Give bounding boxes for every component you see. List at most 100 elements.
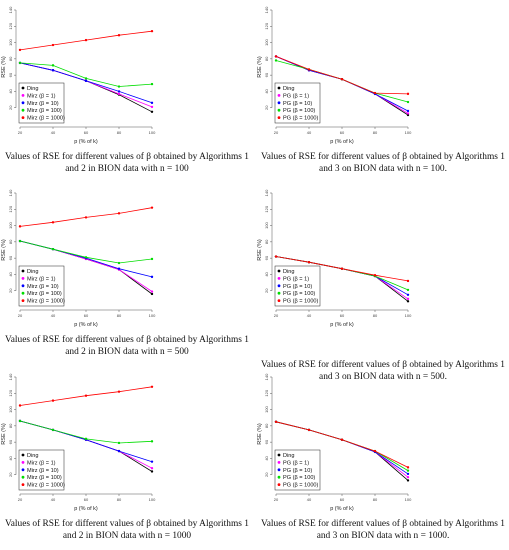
y-axis-label: RSE (%) [1, 423, 7, 445]
legend-marker [277, 116, 281, 119]
x-tick-label: 20 [18, 313, 23, 318]
figure-caption-6: Values of RSE for different values of β … [261, 519, 505, 541]
y-tick-label: 40 [8, 271, 13, 276]
data-point [51, 43, 55, 47]
legend-marker [277, 269, 281, 273]
legend-marker [277, 94, 281, 97]
legend-box [18, 265, 65, 307]
x-tick-label: 100 [149, 313, 156, 318]
legend-marker [277, 101, 281, 105]
legend-label: Mirz (β = 10) [27, 284, 59, 290]
x-tick-label: 100 [405, 313, 412, 318]
data-point [18, 404, 22, 407]
legend-label: Mirz (β = 100) [27, 475, 62, 481]
y-tick-label: 140 [8, 373, 13, 380]
legend-marker [21, 94, 25, 97]
y-tick-label: 60 [264, 439, 269, 444]
data-point [150, 460, 154, 463]
legend-label: Mirz (β = 100) [27, 108, 62, 114]
data-point [406, 279, 410, 283]
data-point [18, 61, 22, 65]
x-tick-label: 60 [340, 130, 345, 135]
legend-label: Ding [283, 453, 295, 459]
y-tick-label: 140 [8, 189, 13, 196]
y-axis-label: RSE (%) [257, 239, 263, 261]
data-point [274, 59, 278, 62]
line-chart-6: 20 40 60 80 100 120 140 20 40 60 80 100 p (% of k) RS… [257, 373, 412, 512]
legend-box [274, 82, 321, 124]
legend-marker [21, 483, 25, 486]
data-point [406, 475, 410, 479]
legend-label: PG (β = 100) [283, 475, 315, 481]
legend-label: Mirz (β = 100) [27, 291, 62, 297]
x-tick-label: 40 [307, 313, 312, 318]
legend-label: Ding [27, 269, 39, 275]
data-point [274, 420, 278, 423]
legend-marker [21, 475, 25, 479]
legend-marker [277, 277, 281, 280]
y-tick-label: 100 [8, 38, 13, 45]
legend-marker [277, 468, 281, 472]
data-point [150, 292, 154, 296]
legend-label: Ding [27, 453, 39, 459]
x-tick-label: 40 [307, 497, 312, 502]
data-point [18, 225, 22, 228]
data-point [150, 440, 154, 443]
legend-marker [277, 291, 281, 295]
legend-label: PG (β = 1) [283, 93, 309, 99]
y-axis-label: RSE (%) [257, 423, 263, 445]
legend-marker [21, 86, 25, 90]
data-point [18, 239, 22, 243]
x-tick-label: 40 [51, 497, 56, 502]
data-point [307, 261, 311, 264]
data-point [117, 449, 121, 453]
chart-panel-3: 20 40 60 80 100 120 140 20 40 60 80 100 p (% of k) RS… [0, 183, 254, 366]
legend-label: PG (β = 100) [283, 108, 315, 114]
data-point [406, 300, 410, 303]
legend-label: Ding [27, 86, 39, 92]
line-chart-2: 20 40 60 80 100 120 140 20 40 60 80 100 p (% of k) RS… [257, 6, 412, 145]
y-tick-label: 100 [264, 38, 269, 45]
legend-marker [21, 277, 25, 280]
y-tick-label: 60 [8, 255, 13, 260]
y-tick-label: 120 [264, 205, 269, 212]
data-point [406, 293, 410, 296]
legend-marker [277, 86, 281, 90]
y-tick-label: 80 [8, 56, 13, 61]
x-tick-label: 60 [340, 497, 345, 502]
x-axis-label: p (% of k) [330, 506, 354, 512]
figure-caption-4: Values of RSE for different values of β … [261, 360, 505, 382]
legend-marker [21, 453, 25, 457]
line-chart-3: 20 40 60 80 100 120 140 20 40 60 80 100 p (% of k) RS… [1, 189, 156, 328]
y-tick-label: 40 [264, 455, 269, 460]
y-tick-label: 60 [8, 439, 13, 444]
chart-panel-2: 20 40 60 80 100 120 140 20 40 60 80 100 p (% of k) RS… [256, 0, 509, 183]
x-tick-label: 80 [373, 130, 378, 135]
data-point [150, 101, 154, 105]
legend-label: PG (β = 10) [283, 468, 312, 474]
y-tick-label: 80 [8, 239, 13, 244]
y-tick-label: 120 [264, 22, 269, 29]
data-point [307, 68, 311, 71]
y-tick-label: 120 [8, 389, 13, 396]
data-point [18, 48, 22, 52]
legend-label: Mirz (β = 1) [27, 93, 56, 99]
legend-label: PG (β = 1) [283, 276, 309, 282]
legend-marker [21, 291, 25, 295]
x-tick-label: 100 [405, 497, 412, 502]
legend-box [18, 449, 65, 491]
data-point [340, 78, 344, 81]
data-point [150, 470, 154, 473]
legend-label: PG (β = 10) [283, 284, 312, 290]
y-axis-label: RSE (%) [1, 239, 7, 261]
legend-marker [21, 284, 25, 288]
line-chart-5: 20 40 60 80 100 120 140 20 40 60 80 100 p (% of k) RS… [1, 373, 156, 512]
legend-label: Mirz (β = 1) [27, 276, 56, 282]
data-point [51, 64, 55, 67]
y-tick-label: 120 [264, 389, 269, 396]
data-point [51, 399, 55, 402]
x-tick-label: 80 [373, 497, 378, 502]
legend-box [274, 265, 321, 307]
y-tick-label: 120 [8, 22, 13, 29]
data-point [274, 55, 278, 58]
